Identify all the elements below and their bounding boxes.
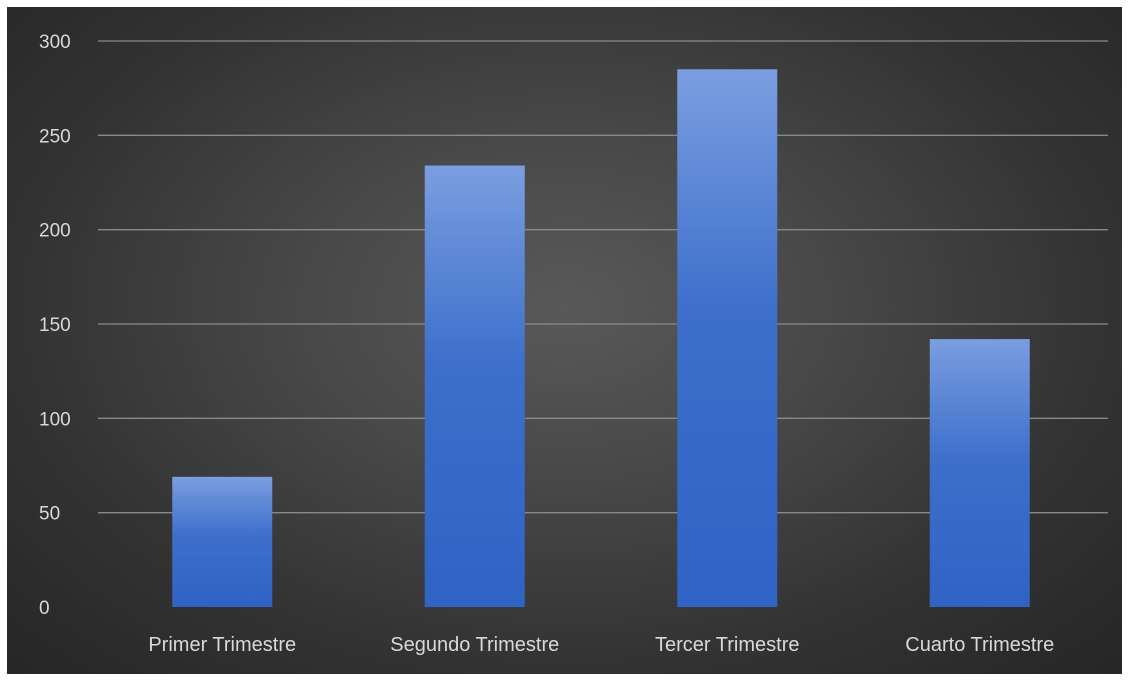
y-tick-label: 250 <box>39 126 71 147</box>
bar-1 <box>172 476 273 607</box>
y-tick-label: 300 <box>39 32 71 53</box>
y-tick-label: 150 <box>39 315 71 336</box>
y-axis-ticks: 0 50 100 150 200 250 300 <box>39 32 71 619</box>
x-category-label: Tercer Trimestre <box>655 634 799 656</box>
y-tick-label: 50 <box>39 504 60 525</box>
bar-3 <box>677 69 778 608</box>
x-category-label: Segundo Trimestre <box>390 634 559 656</box>
bar-2 <box>424 165 525 607</box>
y-tick-label: 200 <box>39 221 71 242</box>
bar-4 <box>929 339 1030 607</box>
y-tick-label: 100 <box>39 409 71 430</box>
x-category-label: Primer Trimestre <box>148 634 296 656</box>
x-axis-labels: Primer Trimestre Segundo Trimestre Tercer … <box>148 634 1054 656</box>
bars <box>172 69 1030 608</box>
x-category-label: Cuarto Trimestre <box>905 634 1054 656</box>
y-tick-label: 0 <box>39 598 50 619</box>
